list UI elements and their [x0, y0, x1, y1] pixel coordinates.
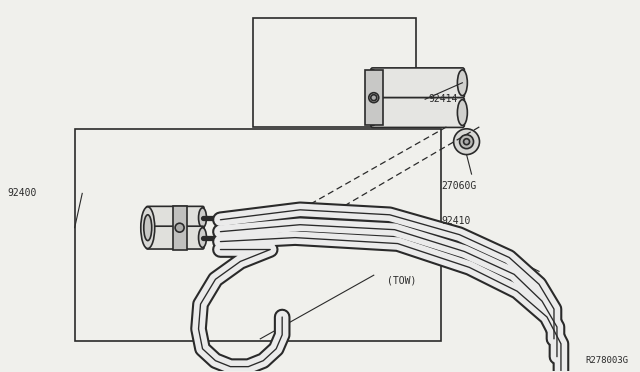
Ellipse shape — [198, 208, 207, 228]
Ellipse shape — [141, 207, 155, 248]
FancyBboxPatch shape — [147, 226, 204, 249]
Ellipse shape — [458, 100, 467, 125]
Circle shape — [460, 135, 474, 149]
Text: 92410: 92410 — [441, 216, 470, 226]
Circle shape — [463, 139, 470, 145]
Bar — [173, 206, 187, 250]
Text: R278003G: R278003G — [586, 356, 628, 365]
Ellipse shape — [144, 215, 152, 241]
Ellipse shape — [369, 93, 379, 103]
Ellipse shape — [198, 228, 207, 247]
Ellipse shape — [368, 70, 378, 96]
FancyBboxPatch shape — [147, 206, 204, 229]
Bar — [253, 18, 415, 127]
Ellipse shape — [175, 223, 184, 232]
FancyBboxPatch shape — [371, 98, 465, 128]
Bar — [365, 70, 383, 125]
Ellipse shape — [371, 95, 377, 101]
Ellipse shape — [458, 70, 467, 96]
FancyBboxPatch shape — [371, 68, 465, 98]
Bar — [75, 129, 441, 341]
Text: 92400: 92400 — [8, 188, 37, 198]
Text: (TOW): (TOW) — [387, 275, 416, 285]
Text: 27060G: 27060G — [441, 181, 476, 191]
Ellipse shape — [368, 100, 378, 125]
Text: 92414: 92414 — [428, 94, 458, 104]
Circle shape — [454, 129, 479, 155]
